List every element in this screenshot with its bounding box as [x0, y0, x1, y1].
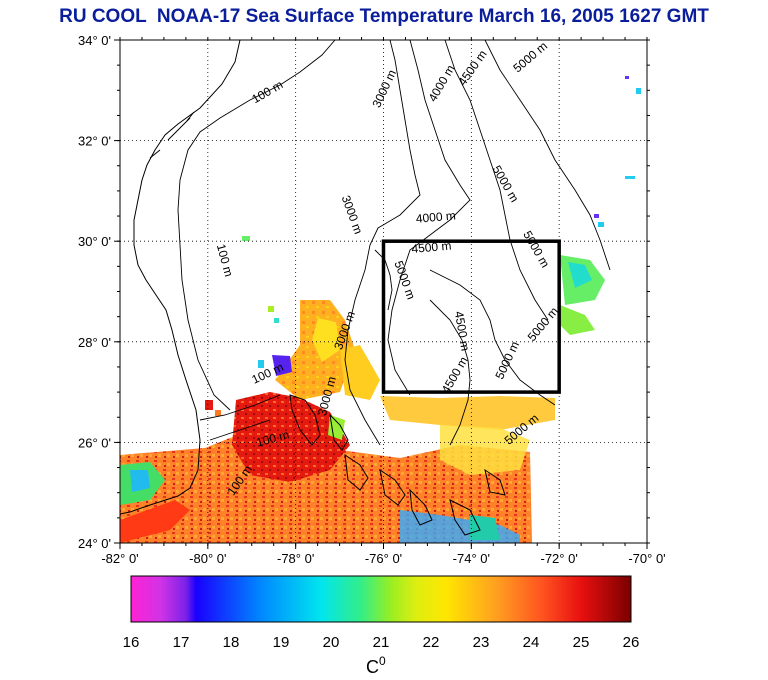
lon-tick-label: -78° 0' — [277, 551, 314, 566]
study-area-box — [381, 239, 561, 394]
colorbar-tick-label: 23 — [473, 634, 490, 651]
colorbar-unit-label: C0 — [366, 654, 386, 677]
lat-tick-label: 24° 0' — [78, 536, 111, 551]
colorbar-tick-label: 17 — [173, 634, 190, 651]
colorbar-tick-label: 20 — [323, 634, 340, 651]
contour-label: 4500 m — [411, 239, 452, 256]
axis-ticks — [114, 37, 650, 549]
lon-tick-label: -74° 0' — [453, 551, 490, 566]
lat-tick-label: 34° 0' — [78, 33, 111, 48]
contour-label: 4000 m — [415, 208, 456, 225]
colorbar-tick-label: 25 — [573, 634, 590, 651]
lon-tick-label: -76° 0' — [365, 551, 402, 566]
colorbar-tick-label: 24 — [523, 634, 540, 651]
colorbar-tick-label: 16 — [123, 634, 140, 651]
lon-tick-label: -70° 0' — [628, 551, 665, 566]
colorbar-tick-label: 21 — [373, 634, 390, 651]
colorbar — [130, 575, 632, 623]
longitude-tick-labels: -82° 0' -80° 0' -78° 0' -76° 0' -74° 0' -72° … — [101, 551, 665, 566]
colorbar-tick-labels: 16 17 18 19 20 21 22 23 24 25 26 — [123, 634, 640, 651]
lat-tick-label: 26° 0' — [78, 435, 111, 450]
colorbar-tick-label: 18 — [223, 634, 240, 651]
coastline — [120, 40, 506, 536]
lat-tick-label: 30° 0' — [78, 234, 111, 249]
lon-tick-label: -72° 0' — [541, 551, 578, 566]
lat-tick-label: 28° 0' — [78, 335, 111, 350]
colorbar-tick-label: 19 — [273, 634, 290, 651]
lon-tick-label: -80° 0' — [189, 551, 226, 566]
colorbar-tick-label: 26 — [623, 634, 640, 651]
latitude-tick-labels: 34° 0' 32° 0' 30° 0' 28° 0' 26° 0' 24° 0' — [78, 33, 111, 551]
chart-title: RU COOL NOAA-17 Sea Surface Temperature … — [59, 6, 709, 27]
bathymetry-contours — [177, 40, 611, 446]
lon-tick-label: -82° 0' — [101, 551, 138, 566]
contour-label: 4500 m — [452, 310, 473, 352]
colorbar-tick-label: 22 — [423, 634, 440, 651]
lat-tick-label: 32° 0' — [78, 134, 111, 149]
